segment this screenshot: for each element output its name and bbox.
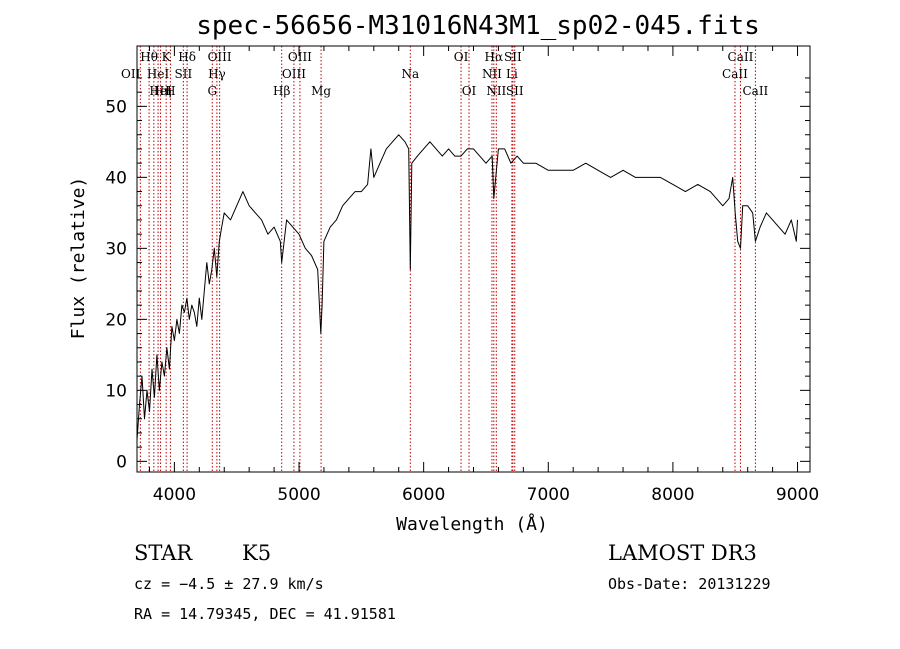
line-label-11: OIII [208, 50, 232, 64]
survey-name: LAMOST DR3 [608, 541, 757, 565]
y-tick-label-40: 40 [105, 168, 127, 188]
line-label-27: CaII [742, 84, 768, 98]
line-label-13: OIII [282, 67, 306, 81]
spectrum-series [136, 134, 798, 441]
line-label-18: OI [462, 84, 477, 98]
object-class: STAR [134, 541, 193, 565]
line-label-2: Hη [154, 84, 172, 98]
observation-date: Obs-Date: 20131229 [608, 575, 771, 593]
x-tick-label-4000: 4000 [153, 485, 196, 505]
line-label-20: Hα [485, 50, 504, 64]
y-axis-label: Flux (relative) [68, 177, 89, 340]
y-axis-ticks: 0 10 20 30 40 50 [105, 77, 810, 472]
line-label-17: OI [454, 50, 469, 64]
x-tick-label-9000: 9000 [776, 485, 819, 505]
x-tick-label-6000: 6000 [402, 485, 445, 505]
line-label-7: SII [175, 67, 193, 81]
line-label-10: Hγ [208, 67, 226, 81]
line-label-16: Na [401, 67, 419, 81]
y-tick-label-0: 0 [116, 452, 127, 472]
spectral-line-markers [139, 46, 756, 472]
line-label-22: Li [506, 67, 518, 81]
line-label-0: Hθ [140, 50, 158, 64]
object-subclass: K5 [242, 541, 271, 565]
line-label-19: NII [482, 67, 502, 81]
plot-frame [136, 45, 811, 473]
spectral-line-labels: HθOIIHηHeIHeIKHSIIHδGHγOIIIHβOIIIOIIIMgN… [121, 50, 769, 98]
line-label-6: H [165, 84, 175, 98]
x-axis-ticks: 4000 5000 6000 7000 8000 9000 [148, 46, 819, 505]
line-label-25: CaII [722, 67, 748, 81]
line-label-23: SII [504, 50, 522, 64]
line-label-14: OIII [288, 50, 312, 64]
x-tick-label-7000: 7000 [527, 485, 570, 505]
y-tick-label-30: 30 [105, 239, 127, 259]
chart-title: spec-56656-M31016N43M1_sp02-045.fits [196, 11, 760, 41]
line-label-15: Mg [311, 84, 331, 98]
redshift-cz: cz = −4.5 ± 27.9 km/s [134, 575, 324, 593]
line-label-12: Hβ [273, 84, 290, 98]
x-tick-label-5000: 5000 [277, 485, 320, 505]
line-label-8: Hδ [178, 50, 196, 64]
x-axis-label: Wavelength (Å) [396, 513, 548, 535]
y-tick-label-50: 50 [105, 97, 127, 117]
y-tick-label-10: 10 [105, 381, 127, 401]
line-label-26: CaII [728, 50, 754, 64]
line-label-9: G [207, 84, 217, 98]
line-label-21: NII [486, 84, 506, 98]
line-label-5: K [162, 50, 172, 64]
line-label-24: SII [506, 84, 524, 98]
x-tick-label-8000: 8000 [651, 485, 694, 505]
plot-axes [136, 45, 811, 473]
line-label-1: OII [121, 67, 141, 81]
ra-dec: RA = 14.79345, DEC = 41.91581 [134, 605, 396, 623]
series-line-0 [136, 134, 798, 441]
line-label-4: HeI [149, 84, 172, 98]
y-tick-label-20: 20 [105, 310, 127, 330]
line-label-3: HeI [147, 67, 170, 81]
